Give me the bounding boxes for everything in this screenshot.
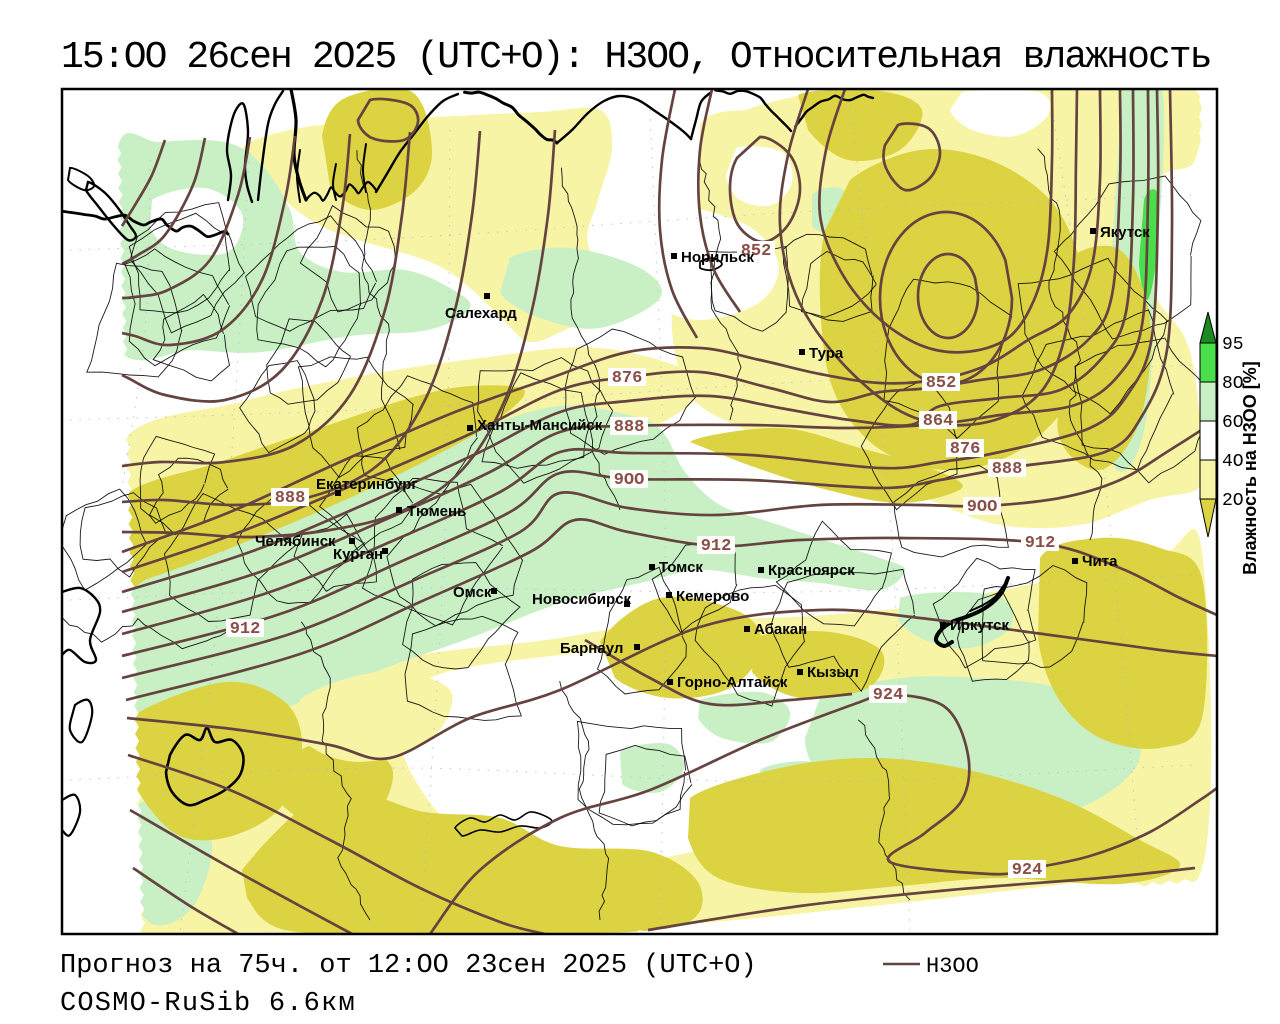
svg-text:Новосибирск: Новосибирск	[532, 591, 632, 608]
svg-text:6О: 6О	[1222, 413, 1244, 433]
svg-text:Томск: Томск	[659, 559, 703, 576]
svg-text:9ОО: 9ОО	[614, 471, 645, 490]
svg-text:COSMO-RuSib 6.6км: COSMO-RuSib 6.6км	[60, 989, 356, 1019]
svg-text:912: 912	[701, 537, 732, 556]
svg-text:Омск: Омск	[453, 584, 492, 601]
svg-text:15:ОО 26сен 2О25 (UTC+О): H3ОО: 15:ОО 26сен 2О25 (UTC+О): H3ОО, Относите…	[61, 36, 1211, 79]
svg-text:Челябинск: Челябинск	[255, 533, 336, 550]
svg-text:Влажность на H3ОО [%]: Влажность на H3ОО [%]	[1240, 361, 1260, 575]
svg-text:Тюмень: Тюмень	[407, 503, 466, 520]
svg-text:H3ОО: H3ОО	[926, 954, 979, 979]
svg-text:924: 924	[1012, 861, 1043, 880]
svg-text:Норильск: Норильск	[681, 249, 754, 266]
svg-text:Якутск: Якутск	[1100, 224, 1150, 241]
svg-text:Курган: Курган	[333, 546, 383, 563]
svg-text:Ханты-Мансийск: Ханты-Мансийск	[477, 417, 603, 434]
svg-text:864: 864	[923, 412, 954, 431]
svg-text:Екатеринбург: Екатеринбург	[316, 476, 418, 493]
svg-text:912: 912	[1025, 534, 1056, 553]
svg-text:Тура: Тура	[809, 345, 844, 362]
svg-text:4О: 4О	[1222, 452, 1244, 472]
svg-text:9ОО: 9ОО	[967, 498, 998, 517]
svg-text:912: 912	[230, 620, 261, 639]
svg-text:Салехард: Салехард	[445, 305, 517, 322]
svg-text:2О: 2О	[1222, 491, 1244, 511]
svg-text:888: 888	[614, 418, 645, 437]
svg-text:8О: 8О	[1222, 374, 1244, 394]
svg-text:876: 876	[950, 440, 981, 459]
svg-text:852: 852	[926, 374, 957, 393]
svg-text:Абакан: Абакан	[754, 621, 807, 638]
svg-text:Кызыл: Кызыл	[807, 664, 859, 681]
svg-text:Чита: Чита	[1082, 553, 1118, 570]
svg-text:Горно-Алтайск: Горно-Алтайск	[677, 674, 788, 691]
svg-text:Кемерово: Кемерово	[676, 588, 749, 605]
svg-text:924: 924	[873, 686, 904, 705]
svg-text:888: 888	[992, 460, 1023, 479]
svg-text:888: 888	[275, 489, 306, 508]
svg-text:95: 95	[1222, 335, 1244, 355]
svg-text:852: 852	[741, 242, 772, 261]
svg-text:Иркутск: Иркутск	[950, 617, 1009, 634]
svg-text:Красноярск: Красноярск	[768, 562, 855, 579]
svg-text:Барнаул: Барнаул	[560, 640, 623, 657]
svg-text:876: 876	[612, 369, 643, 388]
svg-text:Прогноз на 75ч. от 12:ОО 23сен: Прогноз на 75ч. от 12:ОО 23сен 2О25 (UTC…	[60, 951, 757, 981]
